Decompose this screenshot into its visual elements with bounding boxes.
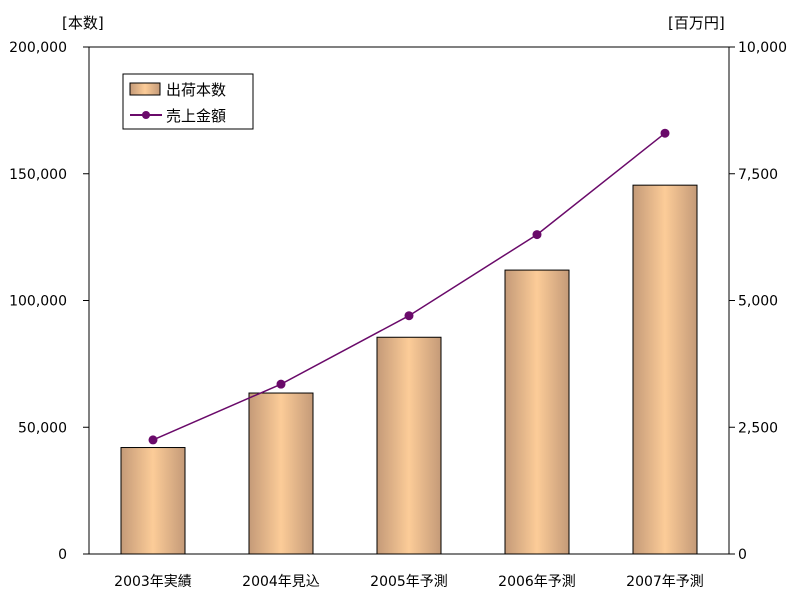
category-label: 2005年予測	[370, 574, 448, 590]
right-axis: 0 2,500 5,000 7,500 10,000	[729, 40, 787, 563]
bar	[376, 336, 442, 555]
right-axis-tick-label: 7,500	[738, 167, 778, 183]
legend-entry-bar: 出荷本数	[166, 81, 226, 99]
right-axis-unit-label: [百万円]	[668, 14, 725, 32]
category-labels: 2003年実績 2004年見込 2005年予測 2006年予測 2007年予測	[114, 574, 704, 590]
category-label: 2003年実績	[114, 574, 192, 590]
line-point	[148, 435, 158, 445]
right-axis-tick-label: 2,500	[738, 420, 778, 436]
legend-entry-line: 売上金額	[166, 107, 226, 125]
left-axis-unit-label: [本数]	[62, 14, 104, 32]
left-axis-tick-label: 200,000	[9, 40, 67, 56]
line-point	[660, 128, 670, 138]
right-axis-tick-label: 10,000	[738, 40, 787, 56]
left-axis-tick-label: 50,000	[18, 420, 67, 436]
bar	[248, 392, 314, 555]
bar	[120, 447, 186, 555]
category-label: 2006年予測	[498, 574, 576, 590]
legend-bar-swatch	[129, 82, 161, 96]
right-axis-tick-label: 0	[738, 547, 747, 563]
legend-line-marker	[142, 111, 150, 119]
category-label: 2004年見込	[242, 574, 320, 590]
left-axis-tick-label: 0	[58, 547, 67, 563]
right-axis-tick-label: 5,000	[738, 294, 778, 310]
left-axis: 0 50,000 100,000 150,000 200,000	[9, 40, 89, 563]
line-point	[276, 379, 286, 389]
bar	[632, 184, 698, 555]
left-axis-tick-label: 150,000	[9, 167, 67, 183]
line-point	[532, 230, 542, 240]
bar	[504, 269, 570, 555]
bar-series	[120, 184, 698, 555]
line-series	[148, 128, 670, 445]
legend: 出荷本数 売上金額	[122, 73, 254, 130]
category-label: 2007年予測	[626, 574, 704, 590]
line-point	[404, 311, 414, 321]
left-axis-tick-label: 100,000	[9, 294, 67, 310]
